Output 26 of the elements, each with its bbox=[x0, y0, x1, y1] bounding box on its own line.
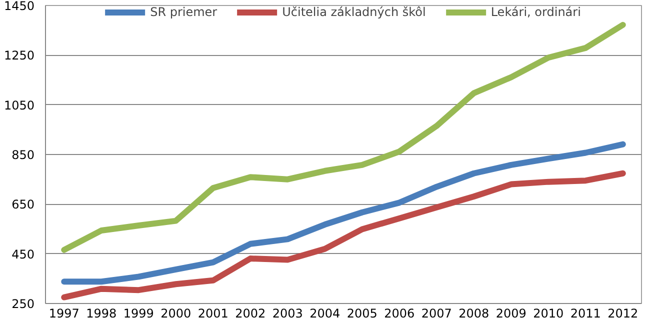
y-tick-label: 1450 bbox=[4, 0, 35, 13]
x-tick-label: 2002 bbox=[235, 306, 266, 320]
x-tick-label: 1998 bbox=[86, 306, 117, 320]
y-tick-label: 250 bbox=[12, 297, 34, 311]
x-tick-label: 2009 bbox=[496, 306, 526, 320]
x-tick-label: 2005 bbox=[346, 306, 378, 320]
x-tick-label: 2003 bbox=[272, 306, 303, 320]
x-tick-label: 2012 bbox=[608, 306, 638, 320]
x-tick-label: 2000 bbox=[160, 306, 192, 320]
y-tick-label: 450 bbox=[12, 247, 34, 262]
x-tick-label: 1997 bbox=[48, 306, 80, 320]
x-tick-label: 2007 bbox=[421, 306, 452, 320]
y-tick-label: 650 bbox=[12, 198, 34, 212]
x-tick-label: 1999 bbox=[123, 306, 154, 320]
x-tick-label: 2001 bbox=[198, 306, 228, 320]
x-tick-label: 2011 bbox=[570, 306, 601, 320]
legend-label: Lekári, ordinári bbox=[490, 5, 581, 19]
legend-label: SR priemer bbox=[150, 5, 218, 19]
x-tick-label: 2008 bbox=[458, 306, 490, 320]
x-tick-label: 2006 bbox=[384, 306, 415, 320]
x-tick-label: 2004 bbox=[310, 306, 340, 320]
legend-label: Učitelia základných škôl bbox=[282, 5, 426, 19]
y-tick-label: 1050 bbox=[4, 98, 35, 112]
x-tick-label: 2010 bbox=[533, 306, 564, 320]
y-tick-label: 850 bbox=[12, 148, 34, 162]
y-tick-label: 1250 bbox=[4, 48, 35, 63]
